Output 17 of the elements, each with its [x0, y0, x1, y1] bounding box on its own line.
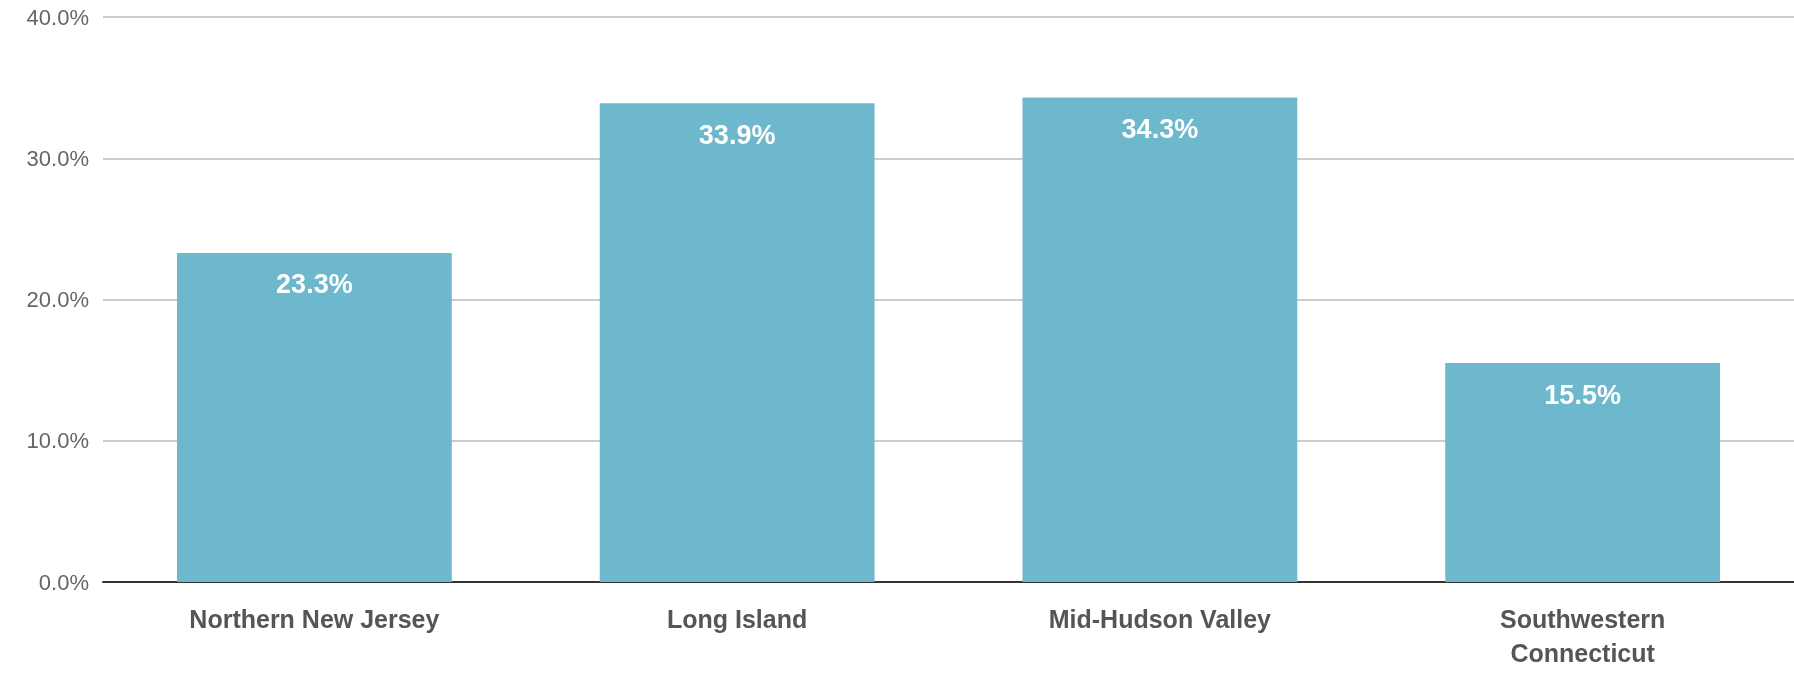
y-tick-label: 10.0% [26, 428, 89, 454]
data-label: 34.3% [1121, 114, 1199, 145]
y-tick-label: 40.0% [26, 4, 89, 30]
bar [1022, 97, 1298, 582]
data-label: 15.5% [1544, 379, 1621, 410]
x-tick-label: Northern New Jersey [189, 605, 440, 633]
y-tick-label: 0.0% [38, 569, 89, 595]
y-tick-label: 30.0% [26, 145, 89, 171]
bar [599, 103, 875, 582]
bar [1445, 363, 1721, 582]
bar [176, 252, 452, 582]
data-label: 33.9% [698, 119, 776, 150]
x-tick-label: Long Island [666, 605, 808, 633]
x-tick-label: Mid-Hudson Valley [1048, 605, 1272, 633]
data-label: 23.3% [276, 269, 353, 300]
x-tick-label: Southwestern Connecticut [1499, 605, 1666, 667]
y-tick-label: 20.0% [26, 287, 89, 312]
